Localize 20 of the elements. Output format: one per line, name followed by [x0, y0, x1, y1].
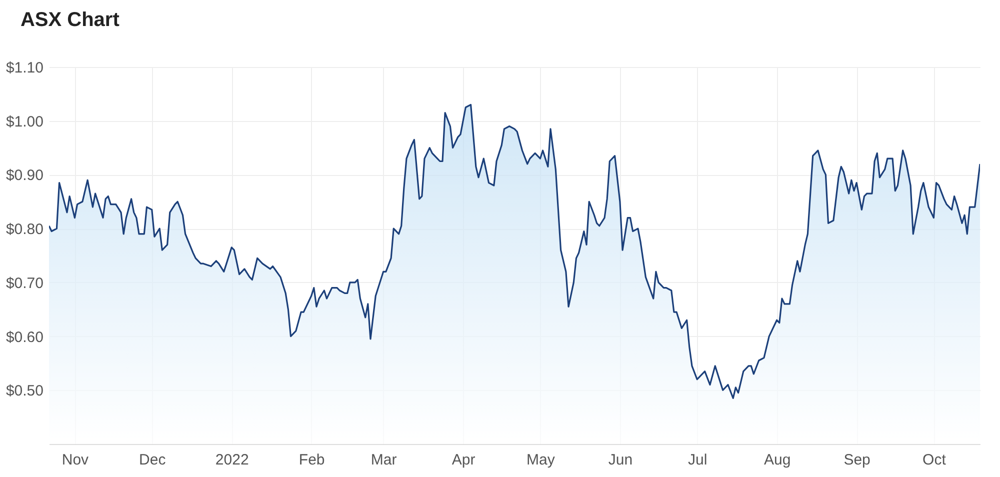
y-tick-label: $0.70 [6, 274, 44, 292]
y-tick-label: $1.00 [6, 113, 44, 130]
x-tick-label: Nov [62, 452, 90, 468]
x-tick-label: Aug [764, 452, 791, 468]
x-tick-label: Sep [844, 452, 870, 468]
x-tick-label: Jul [688, 452, 708, 468]
y-tick-label: $0.90 [6, 167, 44, 184]
x-tick-label: Mar [370, 452, 397, 468]
x-tick-label: Oct [922, 452, 947, 468]
x-tick-label: Jun [608, 452, 633, 468]
x-tick-label: Apr [452, 452, 476, 468]
chart-title: ASX Chart [20, 9, 120, 31]
x-tick-label: 2022 [215, 452, 249, 468]
x-tick-label: Dec [139, 452, 166, 468]
y-tick-label: $0.80 [6, 221, 44, 238]
y-tick-label: $1.10 [6, 60, 44, 76]
x-tick-label: Feb [298, 452, 325, 468]
y-tick-label: $0.60 [6, 328, 44, 346]
y-tick-label: $0.50 [6, 382, 44, 400]
x-tick-label: May [526, 452, 556, 468]
